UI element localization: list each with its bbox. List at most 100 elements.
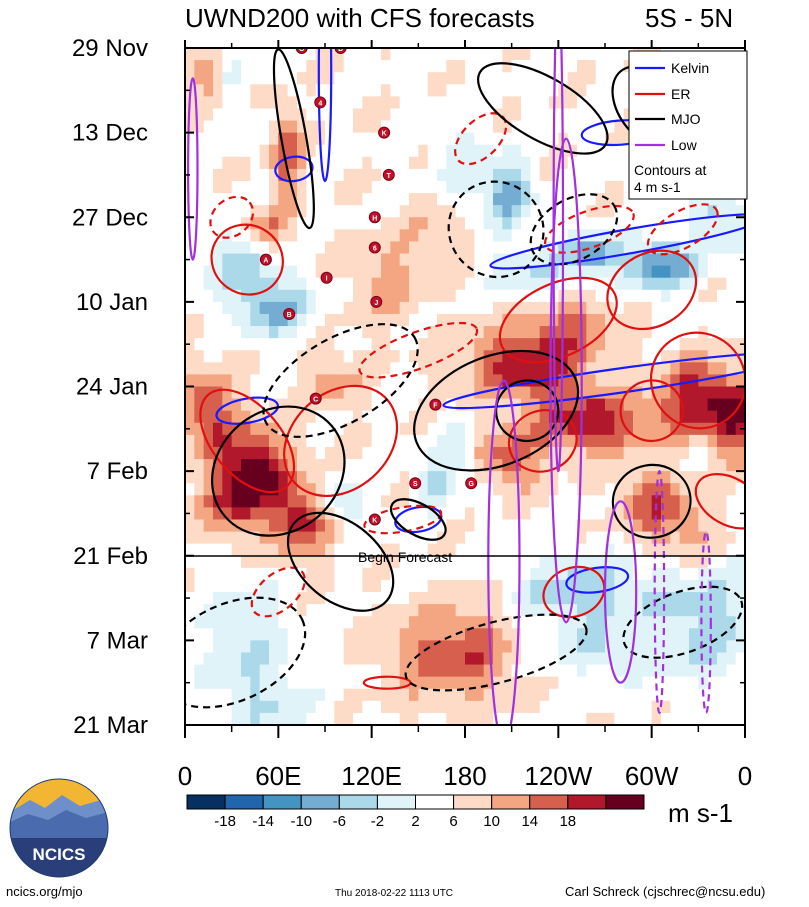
field-cell <box>595 313 606 327</box>
field-cell <box>194 205 205 218</box>
field-cell <box>651 616 662 629</box>
field-cell <box>409 434 419 448</box>
field-cell <box>521 676 531 690</box>
field-cell <box>371 265 382 279</box>
field-cell <box>558 459 569 472</box>
field-cell <box>679 616 690 629</box>
legend-mjo-label: MJO <box>671 111 701 127</box>
field-cell <box>203 277 214 291</box>
field-cell <box>241 168 251 182</box>
footer-site-link[interactable]: ncics.org/mjo <box>6 884 83 899</box>
field-cell <box>362 60 373 73</box>
field-cell <box>334 253 345 267</box>
field-cell <box>185 350 195 363</box>
field-cell <box>689 640 699 654</box>
field-cell <box>203 144 214 158</box>
field-cell <box>735 434 745 448</box>
field-cell <box>194 253 205 267</box>
field-cell <box>502 60 513 73</box>
field-cell <box>717 483 727 496</box>
field-cell <box>567 652 578 666</box>
field-cell <box>287 434 298 448</box>
field-cell <box>269 483 279 496</box>
field-cell <box>371 483 382 496</box>
field-cell <box>465 555 475 569</box>
field-cell <box>250 592 261 605</box>
field-cell <box>185 289 195 303</box>
field-cell <box>437 277 447 291</box>
field-cell <box>185 700 195 714</box>
field-cell <box>530 144 541 158</box>
field-cell <box>222 543 233 557</box>
field-cell <box>297 459 307 472</box>
field-cell <box>371 664 382 678</box>
field-cell <box>493 84 503 97</box>
field-cell <box>241 386 251 400</box>
field-cell <box>633 386 643 400</box>
field-cell <box>213 229 223 243</box>
cyclone-label: K <box>382 131 387 138</box>
field-cell <box>213 579 223 593</box>
field-cell <box>717 253 727 267</box>
field-cell <box>259 96 270 110</box>
field-cell <box>371 531 382 545</box>
field-cell <box>194 277 205 291</box>
field-cell <box>287 567 298 581</box>
field-cell <box>530 676 541 690</box>
field-cell <box>353 60 363 73</box>
field-cell <box>418 519 429 533</box>
field-cell <box>567 700 578 714</box>
field-cell <box>614 301 625 315</box>
field-cell <box>297 446 307 460</box>
field-cell <box>446 398 457 412</box>
field-cell <box>325 495 335 508</box>
field-cell <box>362 519 373 533</box>
field-cell <box>577 495 587 508</box>
field-cell <box>427 495 438 508</box>
field-cell <box>651 604 662 617</box>
field-cell <box>231 72 242 85</box>
field-cell <box>707 289 718 303</box>
field-cell <box>651 712 662 725</box>
field-cell <box>474 483 485 496</box>
field-cell <box>418 168 429 182</box>
field-cell <box>250 410 261 424</box>
field-cell <box>399 60 410 73</box>
field-cell <box>371 700 382 714</box>
field-cell <box>623 289 634 303</box>
field-cell <box>539 193 550 206</box>
field-cell <box>689 555 699 569</box>
field-cell <box>605 84 615 97</box>
field-cell <box>409 253 419 267</box>
field-cell <box>315 229 326 243</box>
field-cell <box>334 60 345 73</box>
field-cell <box>343 459 354 472</box>
field-cell <box>306 374 317 388</box>
field-cell <box>231 604 242 617</box>
field-cell <box>679 567 690 581</box>
field-cell <box>362 459 373 472</box>
field-cell <box>726 483 737 496</box>
field-cell <box>343 628 354 641</box>
field-cell <box>483 676 494 690</box>
field-cell <box>474 205 485 218</box>
field-cell <box>390 350 401 363</box>
field-cell <box>250 398 261 412</box>
field-cell <box>605 398 615 412</box>
field-cell <box>287 398 298 412</box>
field-cell <box>399 604 410 617</box>
field-cell <box>726 253 737 267</box>
field-cell <box>353 132 363 146</box>
field-cell <box>315 350 326 363</box>
field-cell <box>605 616 615 629</box>
field-cell <box>614 217 625 230</box>
field-cell <box>297 555 307 569</box>
field-cell <box>437 241 447 255</box>
field-cell <box>259 700 270 714</box>
field-cell <box>577 471 587 484</box>
field-cell <box>231 398 242 412</box>
field-cell <box>287 410 298 424</box>
field-cell <box>362 96 373 110</box>
field-cell <box>642 253 653 267</box>
field-cell <box>549 700 559 714</box>
